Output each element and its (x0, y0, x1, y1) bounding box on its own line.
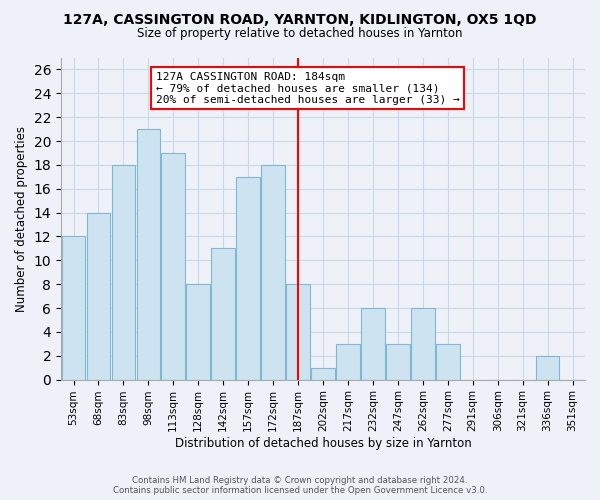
Bar (86, 212, 110, 380)
Bar (211, 248, 235, 380)
Bar (411, 308, 434, 380)
Bar (436, 344, 460, 380)
Bar (361, 308, 385, 380)
Bar (187, 284, 210, 380)
Bar (386, 344, 410, 380)
Bar (286, 284, 310, 380)
Bar (336, 344, 360, 380)
Text: Contains HM Land Registry data © Crown copyright and database right 2024.
Contai: Contains HM Land Registry data © Crown c… (113, 476, 487, 495)
Bar (161, 153, 185, 380)
Bar (62, 236, 85, 380)
Bar (112, 165, 135, 380)
Text: 127A, CASSINGTON ROAD, YARNTON, KIDLINGTON, OX5 1QD: 127A, CASSINGTON ROAD, YARNTON, KIDLINGT… (63, 12, 537, 26)
Bar (236, 177, 260, 380)
X-axis label: Distribution of detached houses by size in Yarnton: Distribution of detached houses by size … (175, 437, 472, 450)
Text: Size of property relative to detached houses in Yarnton: Size of property relative to detached ho… (137, 28, 463, 40)
Bar (311, 368, 335, 380)
Bar (261, 165, 285, 380)
Bar (137, 129, 160, 380)
Text: 127A CASSINGTON ROAD: 184sqm
← 79% of detached houses are smaller (134)
20% of s: 127A CASSINGTON ROAD: 184sqm ← 79% of de… (156, 72, 460, 105)
Y-axis label: Number of detached properties: Number of detached properties (15, 126, 28, 312)
Bar (536, 356, 559, 380)
